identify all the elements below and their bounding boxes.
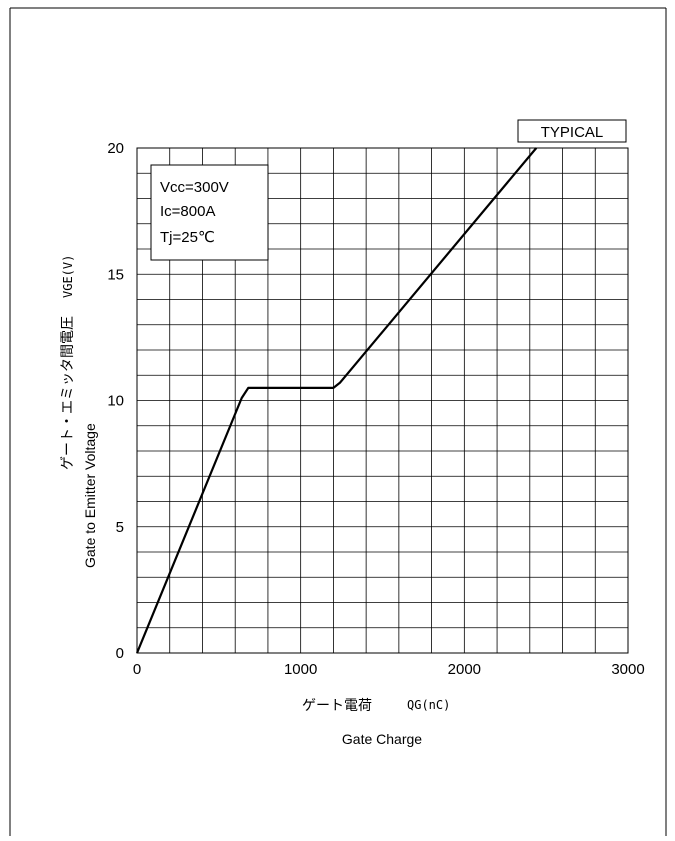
x-tick-label: 3000: [611, 661, 644, 678]
x-axis-label-en: Gate Charge: [342, 731, 422, 747]
conditions-box: [150, 164, 269, 261]
y-axis-label-en: Gate to Emitter Voltage: [82, 423, 98, 568]
plot-frame: [136, 147, 629, 654]
condition-vcc: Vcc=300V: [160, 179, 229, 196]
y-tick-label: 15: [107, 266, 124, 283]
x-axis-label-jp: ゲート電荷: [302, 697, 372, 713]
x-tick-label: 1000: [284, 661, 317, 678]
series-line-gate-charge: [135, 147, 538, 654]
x-axis-label-symbol: QG(nC): [407, 698, 450, 712]
typical-badge-box: [517, 119, 627, 143]
y-tick-labels: 0 5 10 15 20: [107, 140, 124, 662]
y-tick-label: 20: [107, 140, 124, 157]
condition-ic: Ic=800A: [160, 203, 215, 220]
condition-tj: Tj=25℃: [160, 229, 215, 246]
x-tick-label: 0: [133, 661, 141, 678]
y-axis-label-jp: ゲート・エミッタ間電圧: [59, 316, 75, 470]
y-tick-label: 5: [116, 519, 124, 536]
typical-badge: TYPICAL: [541, 124, 604, 141]
x-tick-label: 2000: [448, 661, 481, 678]
y-axis-label-symbol: VGE(V): [61, 255, 75, 298]
y-tick-label: 0: [116, 645, 124, 662]
x-tick-labels: 0 1000 2000 3000: [133, 661, 645, 678]
y-tick-label: 10: [107, 393, 124, 410]
